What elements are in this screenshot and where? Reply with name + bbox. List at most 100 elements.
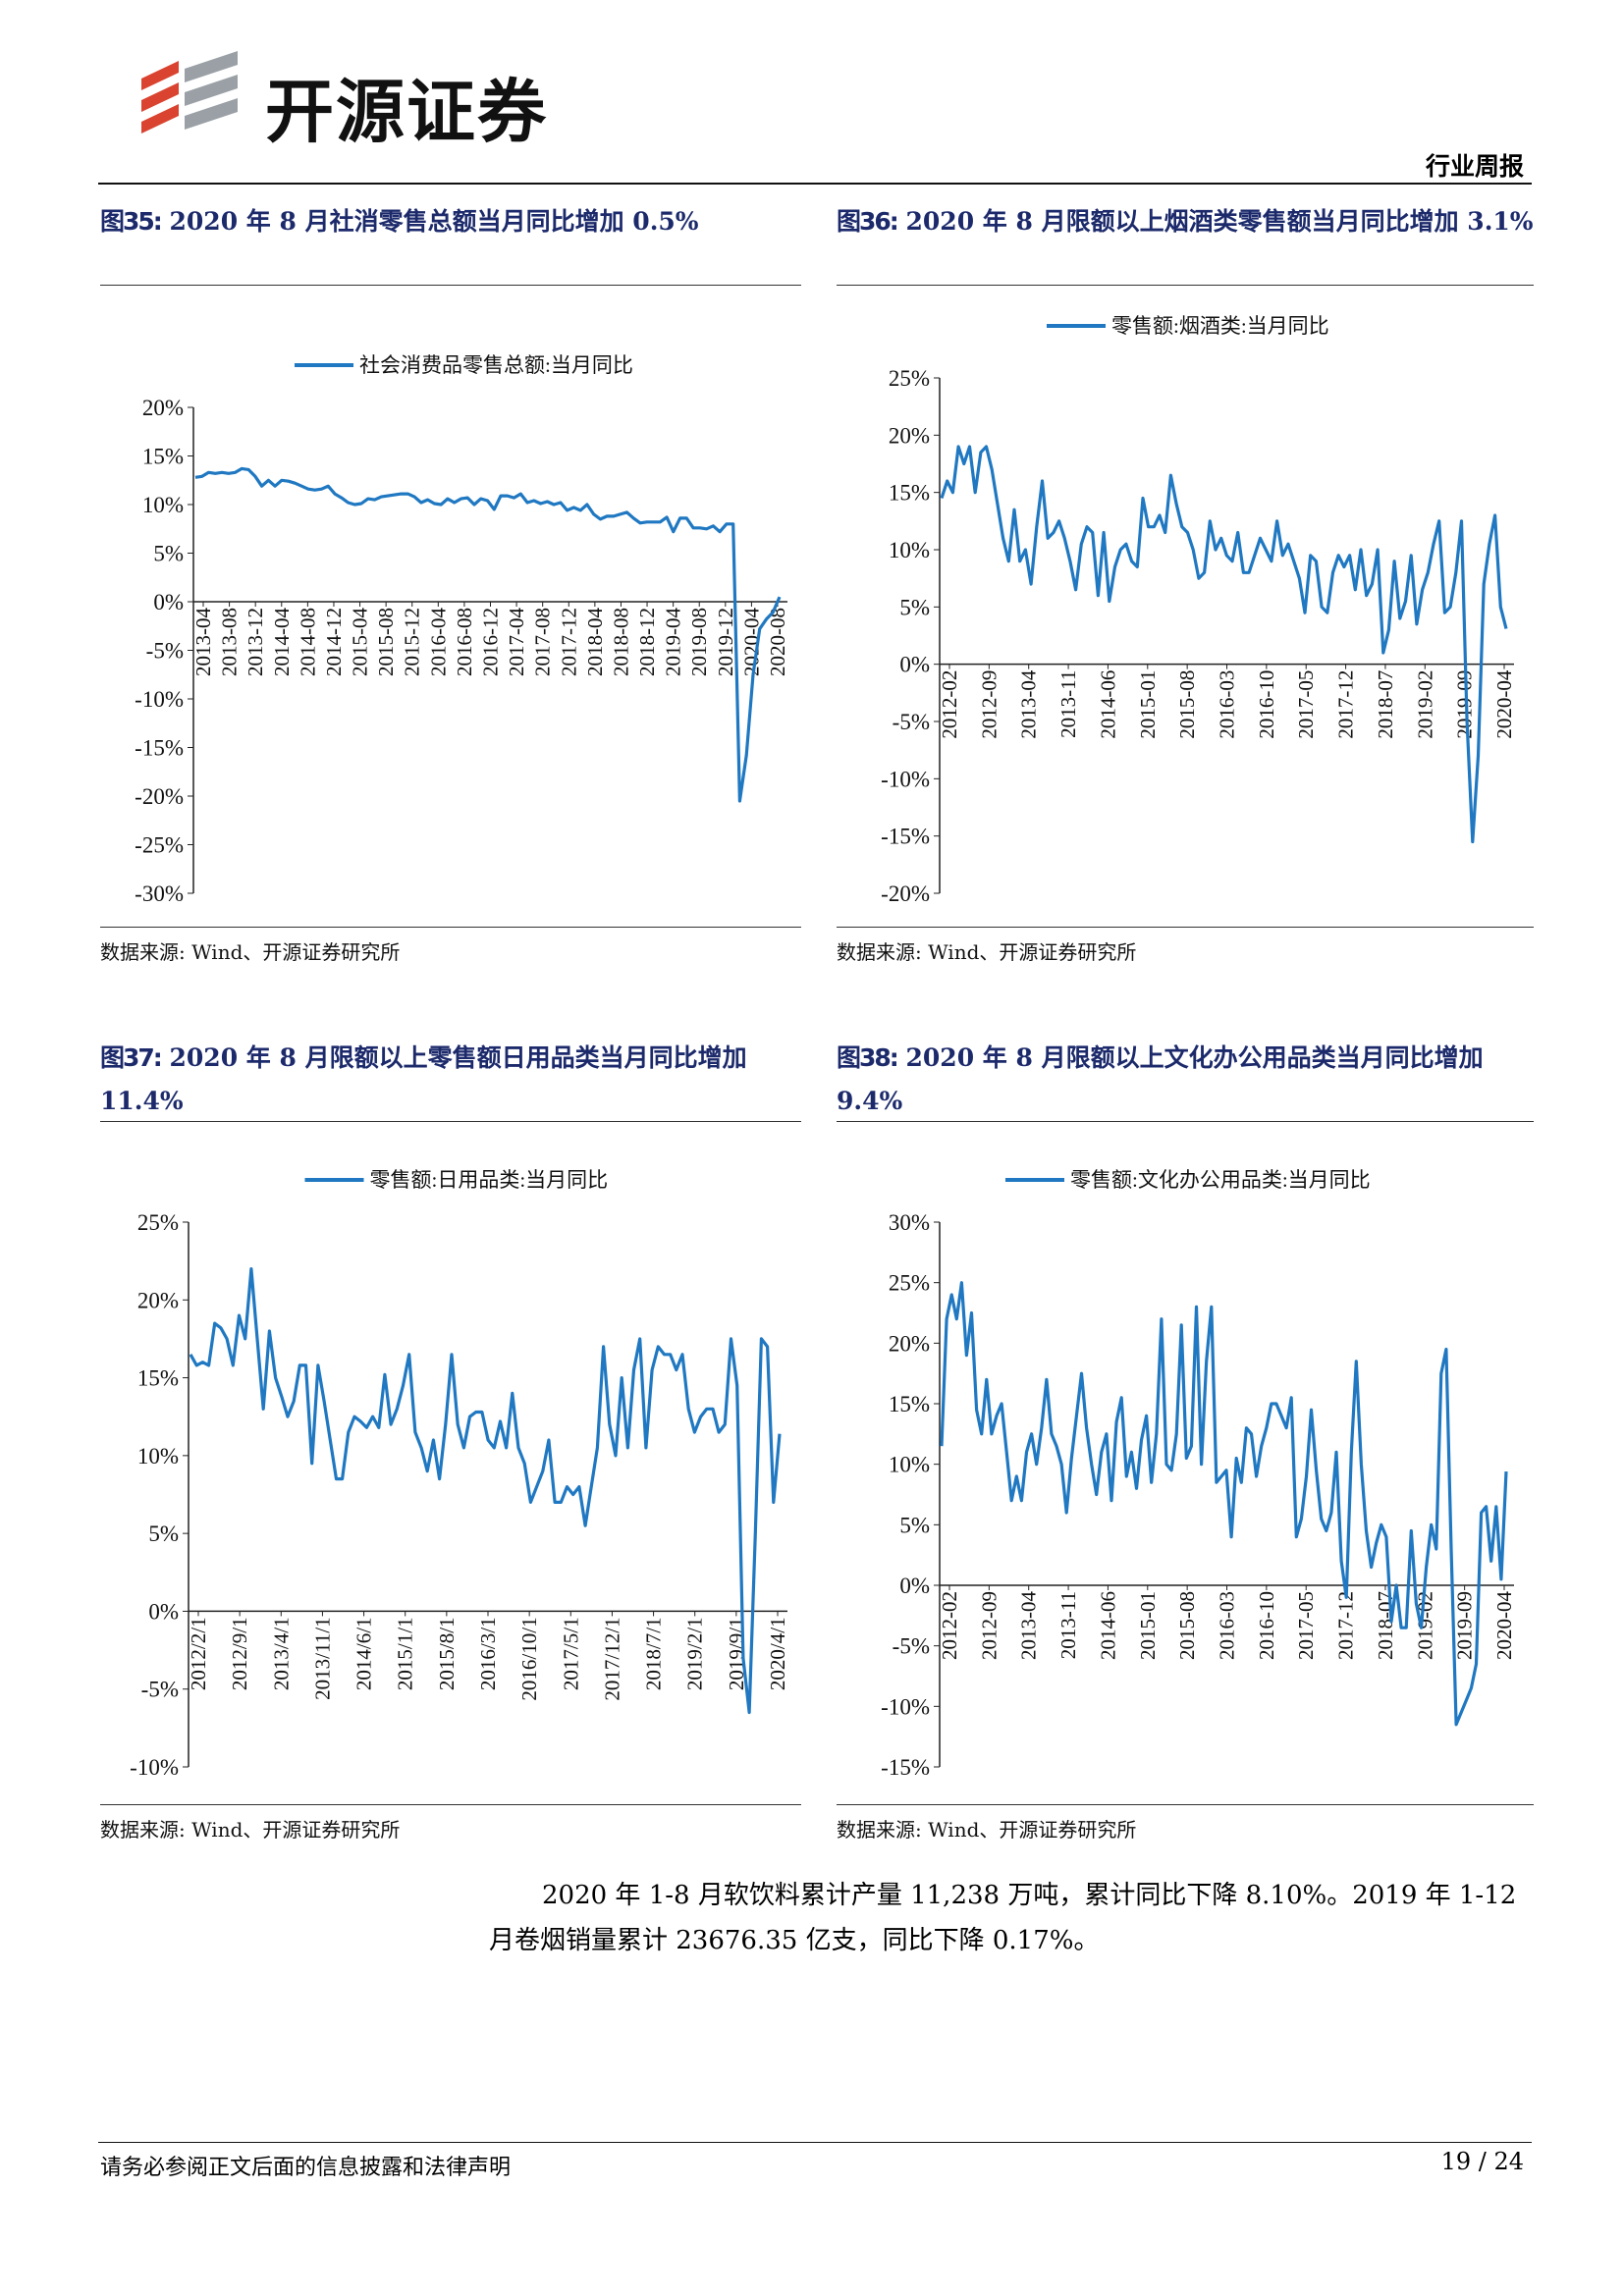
y-tick-label: 25% — [137, 1210, 179, 1235]
y-tick-label: 10% — [142, 493, 184, 517]
figure-38-number: 图38: — [837, 1043, 899, 1072]
y-tick-label: -10% — [130, 1755, 179, 1780]
x-tick-label: 2012-02 — [938, 1591, 961, 1660]
x-tick-label: 2017/5/1 — [559, 1617, 582, 1690]
y-tick-label: -10% — [881, 767, 930, 791]
x-tick-label: 2012/2/1 — [187, 1617, 210, 1690]
figure-37-source: 数据来源: Wind、开源证券研究所 — [100, 1818, 401, 1842]
y-tick-label: 20% — [137, 1288, 179, 1312]
figure-38-rule — [837, 1121, 1534, 1122]
x-tick-label: 2013-04 — [191, 608, 215, 676]
x-tick-label: 2015/8/1 — [435, 1617, 459, 1690]
y-tick-label: 15% — [889, 1392, 930, 1416]
y-tick-label: -5% — [141, 1678, 179, 1702]
figure-35-bottom-rule — [100, 927, 801, 928]
body-paragraph-line-2: 月卷烟销量累计 23676.35 亿支，同比下降 0.17%。 — [489, 1926, 1100, 1955]
x-tick-label: 2017/12/1 — [600, 1617, 623, 1700]
x-tick-label: 2019/2/1 — [683, 1617, 707, 1690]
x-tick-label: 2018-12 — [635, 608, 659, 676]
y-tick-label: 15% — [889, 481, 930, 506]
x-tick-label: 2013-04 — [1017, 1591, 1041, 1660]
x-tick-label: 2012-02 — [938, 670, 961, 739]
x-tick-label: 2020-04 — [1492, 1591, 1516, 1660]
x-tick-label: 2016-10 — [1255, 1591, 1278, 1660]
x-tick-label: 2019-08 — [687, 608, 711, 676]
figure-36-title: 图36: 2020 年 8 月限额以上烟酒类零售额当月同比增加 3.1% — [837, 200, 1534, 243]
y-tick-label: 10% — [889, 538, 930, 562]
x-tick-label: 2015-01 — [1136, 670, 1160, 739]
figure-38-caption: 2020 年 8 月限额以上文化办公用品类当月同比增加 9.4% — [837, 1043, 1484, 1115]
y-tick-label: -20% — [881, 881, 930, 906]
chart-38: 零售额:文化办公用品类:当月同比 30% 25% 20% 15% 10% 5% 0% -5% -1… — [837, 1139, 1534, 1800]
y-tick-label: -15% — [881, 825, 930, 849]
figure-35-caption: 2020 年 8 月社消零售总额当月同比增加 0.5% — [169, 207, 699, 236]
y-tick-label: -5% — [146, 639, 184, 664]
figure-37-caption: 2020 年 8 月限额以上零售额日用品类当月同比增加 11.4% — [100, 1043, 747, 1115]
x-tick-label: 2012-09 — [977, 670, 1001, 739]
x-tick-label: 2015-12 — [401, 608, 424, 676]
y-tick-label: 10% — [137, 1444, 179, 1468]
chart-36-svg: 零售额:烟酒类:当月同比 25% 20% 15% 10% 5% 0% -5% -10% -15% -… — [881, 314, 1516, 906]
x-tick-label: 2017-12 — [1334, 1591, 1358, 1660]
x-tick-label: 2016-10 — [1255, 670, 1278, 739]
x-tick-label: 2020-08 — [766, 608, 789, 676]
y-tick-label: 0% — [899, 1574, 930, 1598]
y-tick-label: -5% — [893, 710, 930, 734]
x-tick-label: 2013/4/1 — [269, 1617, 293, 1690]
x-tick-label: 2013-11 — [1056, 670, 1080, 738]
x-tick-label: 2016-03 — [1216, 1591, 1239, 1660]
x-tick-label: 2013-04 — [1017, 669, 1041, 738]
x-tick-label: 2013/11/1 — [310, 1617, 334, 1699]
y-tick-label: 30% — [889, 1210, 930, 1235]
figure-37-title: 图37: 2020 年 8 月限额以上零售额日用品类当月同比增加 11.4% — [100, 1037, 807, 1123]
x-tick-label: 2015-04 — [349, 608, 372, 676]
x-tick-label: 2015-01 — [1136, 1591, 1160, 1660]
x-tick-label: 2020-04 — [739, 608, 763, 676]
x-tick-label: 2016/3/1 — [476, 1617, 500, 1690]
x-tick-label: 2017-04 — [505, 608, 528, 676]
x-tick-label: 2013-12 — [244, 608, 267, 676]
y-tick-label: -10% — [881, 1694, 930, 1719]
brand-name: 开源证券 — [265, 72, 548, 152]
x-tick-label: 2015-08 — [1175, 670, 1199, 739]
x-tick-label: 2016-04 — [426, 608, 450, 676]
x-tick-label: 2020-04 — [1492, 669, 1516, 738]
figure-38-bottom-rule — [837, 1804, 1534, 1805]
x-tick-label: 2018/7/1 — [642, 1617, 666, 1690]
figure-35-title: 图35: 2020 年 8 月社消零售总额当月同比增加 0.5% — [100, 200, 807, 243]
y-tick-label: -5% — [893, 1634, 930, 1659]
y-tick-label: 0% — [148, 1599, 179, 1624]
x-tick-label: 2014-08 — [296, 608, 319, 676]
y-tick-label: -10% — [135, 687, 184, 712]
y-tick-label: 5% — [899, 595, 930, 619]
x-tick-label: 2012-09 — [977, 1591, 1001, 1660]
body-paragraph-line-1: 2020 年 1-8 月软饮料累计产量 11,238 万吨，累计同比下降 8.1… — [542, 1881, 1517, 1910]
x-tick-label: 2017-05 — [1294, 670, 1318, 739]
x-tick-label: 2015-08 — [1175, 1591, 1199, 1660]
figure-36-bottom-rule — [837, 927, 1534, 928]
x-tick-label: 2017-12 — [557, 608, 580, 676]
x-tick-label: 2014-06 — [1096, 670, 1119, 739]
x-tick-label: 2014-06 — [1096, 1591, 1119, 1660]
x-tick-label: 2015/1/1 — [394, 1617, 417, 1690]
figure-37-rule — [100, 1121, 801, 1122]
x-tick-label: 2020/4/1 — [766, 1617, 789, 1690]
x-tick-label: 2017-08 — [531, 608, 555, 676]
figure-37-bottom-rule — [100, 1804, 801, 1805]
y-tick-label: 5% — [148, 1522, 179, 1546]
footer-disclaimer: 请务必参阅正文后面的信息披露和法律声明 — [100, 2156, 512, 2180]
y-tick-label: 15% — [142, 445, 184, 469]
x-tick-label: 2018-08 — [609, 608, 632, 676]
x-tick-label: 2018-04 — [583, 608, 607, 676]
page-number: 19 / 24 — [1440, 2148, 1524, 2175]
series-line — [189, 1267, 782, 1715]
x-tick-label: 2016-08 — [453, 608, 476, 676]
chart-36: 零售额:烟酒类:当月同比 25% 20% 15% 10% 5% 0% -5% -10% -15% -… — [837, 294, 1534, 917]
figure-36-source: 数据来源: Wind、开源证券研究所 — [837, 940, 1137, 964]
legend-label: 社会消费品零售总额:当月同比 — [359, 353, 633, 377]
x-tick-label: 2017-12 — [1334, 670, 1358, 739]
legend-label: 零售额:文化办公用品类:当月同比 — [1070, 1168, 1371, 1192]
y-tick-label: -20% — [135, 784, 184, 809]
y-tick-label: 5% — [153, 542, 184, 566]
legend-label: 零售额:烟酒类:当月同比 — [1111, 314, 1329, 338]
